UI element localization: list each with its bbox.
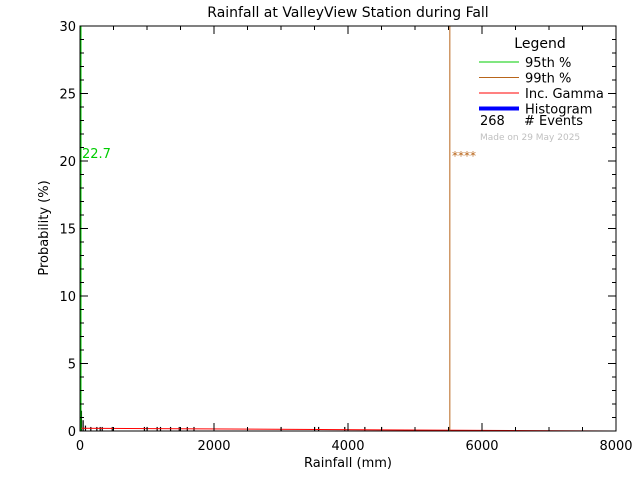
histogram-bar-5	[96, 426, 98, 431]
histogram-bar-8	[111, 426, 113, 431]
percentile-99-label: ****	[452, 149, 476, 163]
x-tick-label: 0	[76, 439, 84, 454]
x-axis: 0 2000 4000 6000 8000	[76, 26, 633, 454]
chart-title: Rainfall at ValleyView Station during Fa…	[207, 5, 488, 21]
events-label: # Events	[524, 114, 583, 129]
legend-label-1: 99th %	[525, 72, 571, 87]
y-tick-label: 10	[59, 290, 76, 305]
y-tick-label: 30	[59, 20, 76, 35]
made-on-note: Made on 29 May 2025	[480, 133, 580, 143]
y-tick-label: 0	[68, 425, 76, 440]
histogram-bars	[79, 370, 450, 431]
histogram-bar-2	[82, 420, 84, 431]
histogram-bar-7	[101, 426, 103, 431]
legend-label-3: Histogram	[525, 103, 592, 118]
y-tick-label: 15	[59, 223, 76, 238]
y-tick-label: 20	[59, 155, 76, 170]
x-tick-label: 6000	[465, 439, 498, 454]
percentile-lines	[80, 26, 451, 431]
events-count: 268	[480, 114, 505, 129]
histogram-bar-19	[318, 426, 320, 431]
histogram-bar-6	[99, 426, 101, 431]
percentile-95-label: 22.7	[82, 147, 111, 162]
x-tick-label: 8000	[599, 439, 632, 454]
y-tick-label: 5	[68, 358, 76, 373]
x-axis-label: Rainfall (mm)	[304, 456, 392, 471]
histogram-bar-4	[90, 426, 92, 431]
legend-label-0: 95th %	[525, 56, 571, 71]
histogram-bar-21	[364, 426, 366, 431]
y-tick-label: 25	[59, 88, 76, 103]
histogram-bar-20	[344, 426, 346, 431]
y-axis-label: Probability (%)	[37, 180, 52, 275]
x-tick-label: 4000	[331, 439, 364, 454]
legend-title: Legend	[514, 36, 565, 52]
legend-label-2: Inc. Gamma	[525, 87, 604, 102]
x-tick-label: 2000	[197, 439, 230, 454]
y-axis: 0 5 10 15 20 25 30	[59, 20, 616, 440]
